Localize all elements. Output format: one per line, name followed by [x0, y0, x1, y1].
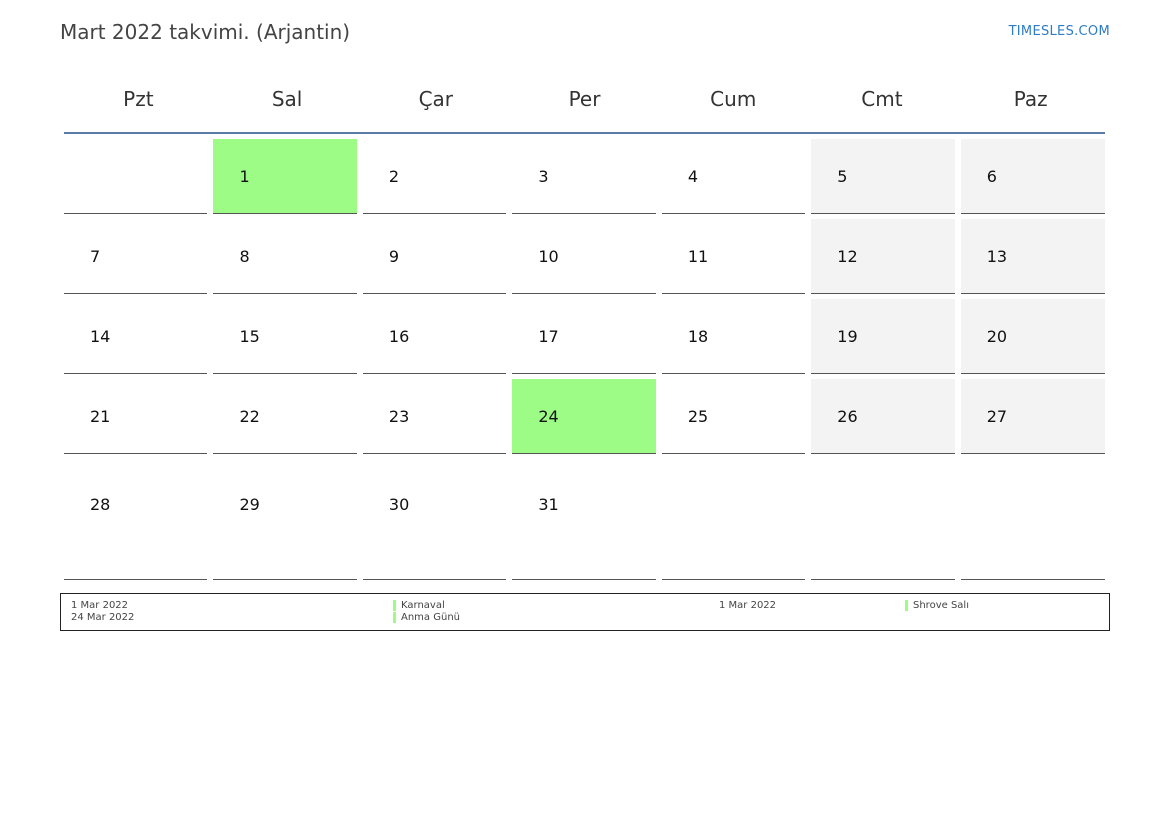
day-number: 19: [837, 327, 858, 346]
day-number: 12: [837, 247, 858, 266]
day-cell: 4: [661, 139, 806, 214]
day-number: 17: [538, 327, 559, 346]
day-cell: 18: [661, 299, 806, 374]
day-number: 4: [687, 167, 698, 186]
day-cell: 9: [362, 219, 507, 294]
day-number: 10: [538, 247, 559, 266]
weekday-mon: Pzt: [123, 87, 154, 111]
holiday-legend: 1 Mar 2022 24 Mar 2022 Karnaval Anma Gün…: [60, 593, 1110, 631]
day-cell: 19: [811, 299, 955, 374]
brand-link[interactable]: TIMESLES.COM: [1008, 24, 1110, 39]
day-cell: 25: [661, 379, 806, 454]
day-number: 15: [239, 327, 260, 346]
day-cell: 23: [362, 379, 507, 454]
day-number: 5: [837, 167, 848, 186]
holiday-color-marker: [393, 600, 396, 611]
legend-holiday-name: Anma Günü: [401, 612, 460, 623]
day-cell: 7: [64, 219, 208, 294]
month-calendar: Pzt Sal Çar Per Cum Cmt Paz 1 2 3 4 5 6 …: [64, 70, 1106, 580]
day-number: 20: [986, 327, 1008, 346]
day-cell: [960, 459, 1106, 580]
day-cell: 21: [64, 379, 208, 454]
day-number: 28: [90, 495, 111, 514]
day-cell: [811, 459, 955, 580]
day-number: 24: [538, 407, 559, 426]
day-number: 23: [388, 407, 410, 426]
page-title: Mart 2022 takvimi. (Arjantin): [60, 20, 351, 44]
day-cell: 29: [213, 459, 357, 580]
day-number: 26: [837, 407, 858, 426]
day-cell: 22: [213, 379, 357, 454]
day-number: 3: [538, 167, 549, 186]
day-cell: 5: [811, 139, 955, 214]
weekday-thu: Per: [568, 87, 601, 111]
weekday-header: Pzt Sal Çar Per Cum Cmt Paz: [64, 70, 1105, 132]
weekday-fri: Cum: [710, 87, 757, 111]
legend-holiday-name: Shrove Salı: [913, 600, 969, 611]
day-cell: 14: [64, 299, 208, 374]
day-number: 27: [986, 407, 1008, 426]
holiday-color-marker: [905, 600, 908, 611]
day-number: 16: [388, 327, 410, 346]
day-cell: 26: [811, 379, 955, 454]
day-number: 25: [687, 407, 709, 426]
day-number: 30: [388, 495, 410, 514]
day-number: 14: [90, 327, 111, 346]
day-cell: 15: [213, 299, 357, 374]
week-row: 21 22 23 24 25 26 27: [64, 379, 1106, 454]
weekday-tue: Sal: [271, 87, 303, 111]
day-number: 21: [90, 407, 111, 426]
day-cell: 28: [64, 459, 208, 580]
week-row: 14 15 16 17 18 19 20: [64, 299, 1106, 374]
day-cell: 10: [512, 219, 656, 294]
legend-date: 24 Mar 2022: [71, 612, 135, 623]
day-cell: 30: [362, 459, 507, 580]
day-number: 6: [986, 167, 997, 186]
day-cell: [661, 459, 806, 580]
week-row: 7 8 9 10 11 12 13: [64, 219, 1106, 294]
holiday-color-marker: [393, 612, 396, 623]
day-number: 13: [986, 247, 1008, 266]
day-cell: 3: [512, 139, 656, 214]
week-row: 28 29 30 31: [64, 459, 1106, 580]
day-cell: 27: [960, 379, 1106, 454]
day-number: 1: [239, 167, 250, 186]
legend-holiday-name: Karnaval: [401, 600, 445, 611]
day-cell: 6: [960, 139, 1106, 214]
day-number: 18: [687, 327, 709, 346]
day-cell: 1: [213, 139, 357, 214]
day-cell: 20: [960, 299, 1106, 374]
day-cell: 24: [512, 379, 656, 454]
week-row: 1 2 3 4 5 6: [64, 139, 1106, 214]
day-cell: 16: [362, 299, 507, 374]
day-cell: 2: [362, 139, 507, 214]
day-number: 8: [239, 247, 250, 266]
day-number: 2: [388, 167, 400, 186]
weekday-sun: Paz: [1013, 87, 1048, 111]
legend-date: 1 Mar 2022: [71, 600, 129, 611]
weekday-sat: Cmt: [861, 87, 903, 111]
day-cell: [64, 139, 208, 214]
day-cell: 31: [512, 459, 656, 580]
day-number: 22: [239, 407, 260, 426]
day-number: 31: [538, 495, 559, 514]
day-cell: 13: [960, 219, 1106, 294]
day-number: 29: [239, 495, 260, 514]
day-cell: 8: [213, 219, 357, 294]
day-cell: 17: [512, 299, 656, 374]
day-number: 9: [388, 247, 400, 266]
header-divider: [64, 132, 1105, 134]
day-number: 7: [90, 247, 101, 266]
day-number: 11: [687, 247, 709, 266]
weekday-wed: Çar: [418, 87, 454, 111]
legend-date: 1 Mar 2022: [719, 600, 777, 611]
day-cell: 12: [811, 219, 955, 294]
day-cell: 11: [661, 219, 806, 294]
